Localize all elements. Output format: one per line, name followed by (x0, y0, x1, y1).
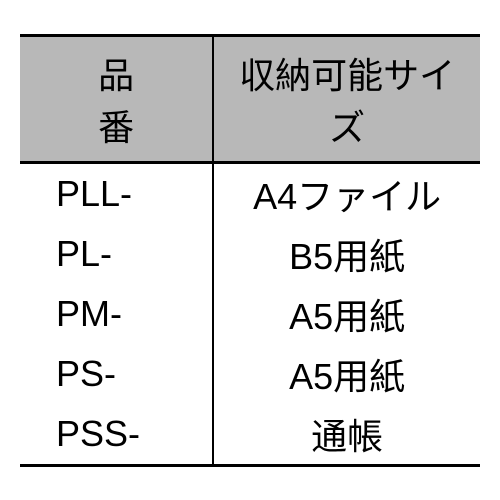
cell-code: PL- (20, 224, 213, 284)
table-row: PSS- 通帳 (20, 404, 480, 466)
cell-size: B5用紙 (213, 224, 480, 284)
table-row: PM- A5用紙 (20, 284, 480, 344)
table-row: PS- A5用紙 (20, 344, 480, 404)
table-header-row: 品番 収納可能サイズ (20, 35, 480, 162)
cell-code: PSS- (20, 404, 213, 466)
cell-code: PS- (20, 344, 213, 404)
cell-size: 通帳 (213, 404, 480, 466)
header-product-code: 品番 (20, 35, 213, 162)
cell-size: A5用紙 (213, 344, 480, 404)
header-storage-size: 収納可能サイズ (213, 35, 480, 162)
cell-size: A5用紙 (213, 284, 480, 344)
table-row: PL- B5用紙 (20, 224, 480, 284)
size-table: 品番 収納可能サイズ PLL- A4ファイル PL- B5用紙 PM- A5用紙… (20, 34, 480, 467)
size-table-container: 品番 収納可能サイズ PLL- A4ファイル PL- B5用紙 PM- A5用紙… (20, 34, 480, 467)
cell-code: PM- (20, 284, 213, 344)
cell-code: PLL- (20, 162, 213, 224)
cell-size: A4ファイル (213, 162, 480, 224)
table-row: PLL- A4ファイル (20, 162, 480, 224)
